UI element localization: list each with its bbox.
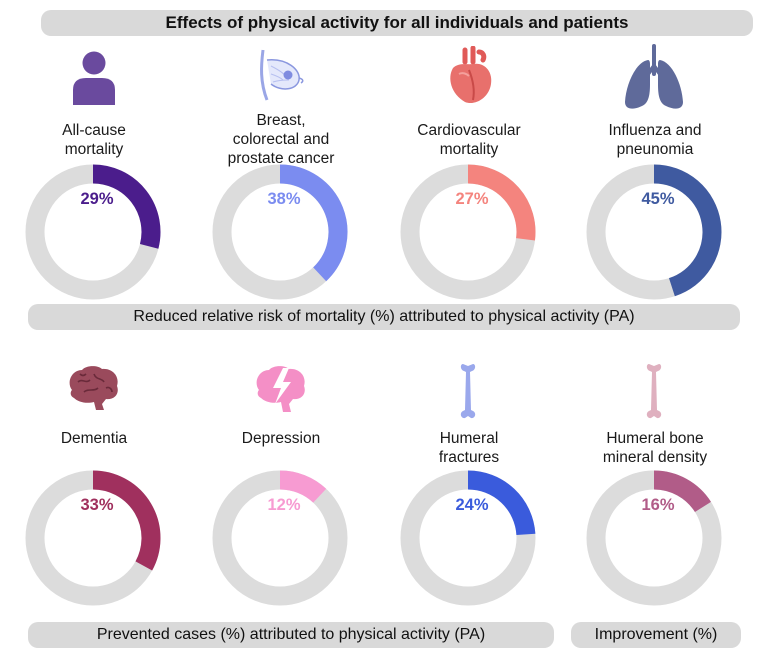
heart-icon	[450, 46, 492, 104]
lungs-icon	[625, 44, 683, 109]
donut-value-arc	[653, 470, 711, 513]
breast-icon	[260, 49, 304, 101]
donut-value-arc	[92, 470, 161, 571]
donut-value-label: 29%	[80, 190, 113, 208]
bone-icon	[646, 364, 662, 419]
donut-depression: 12%	[212, 470, 348, 606]
donut-value-label: 33%	[80, 496, 113, 514]
brain-icon	[69, 366, 118, 410]
donut-value-arc	[653, 164, 722, 297]
label-bone-density: Humeral bone mineral density	[602, 430, 708, 466]
donut-dementia: 33%	[25, 470, 161, 606]
mortality-caption: Reduced relative risk of mortality (%) a…	[28, 304, 740, 330]
label-all-cause-mortality: All-cause mortality	[62, 122, 126, 158]
donut-cardiovascular-mortality: 27%	[400, 164, 536, 300]
donut-value-arc	[279, 164, 348, 282]
prevented-caption: Prevented cases (%) attributed to physic…	[28, 622, 554, 648]
label-depression: Depression	[241, 430, 321, 447]
donut-influenza-and-pneunomia: 45%	[586, 164, 722, 300]
donut-value-label: 27%	[455, 190, 488, 208]
donut-humeral-fractures: 24%	[400, 470, 536, 606]
label-cancer: Breast, colorectal and prostate cancer	[227, 112, 335, 167]
depression-brain-icon	[256, 366, 305, 412]
donut-value-arc	[279, 470, 327, 503]
donut-breast-colorectal-and-prostate-cancer: 38%	[212, 164, 348, 300]
title-banner: Effects of physical activity for all ind…	[41, 10, 753, 36]
donut-value-label: 12%	[267, 496, 300, 514]
donut-all-cause-mortality: 29%	[25, 164, 161, 300]
label-dementia: Dementia	[60, 430, 128, 447]
donut-value-arc	[467, 470, 536, 536]
label-influenza: Influenza and pneunomia	[608, 122, 702, 158]
improvement-caption: Improvement (%)	[571, 622, 741, 648]
donut-value-arc	[467, 164, 536, 241]
donut-value-arc	[92, 164, 161, 249]
page-title: Effects of physical activity for all ind…	[165, 13, 629, 32]
donut-value-label: 45%	[641, 190, 674, 208]
person-icon	[73, 51, 115, 105]
label-humeral-fractures: Humeral fractures	[438, 430, 500, 466]
label-cardiovascular-mortality: Cardiovascular mortality	[417, 122, 521, 158]
donut-value-label: 38%	[267, 190, 300, 208]
bone-icon	[460, 364, 476, 419]
donut-value-label: 16%	[641, 496, 674, 514]
donut-value-label: 24%	[455, 496, 488, 514]
donut-humeral-bone-mineral-density: 16%	[586, 470, 722, 606]
